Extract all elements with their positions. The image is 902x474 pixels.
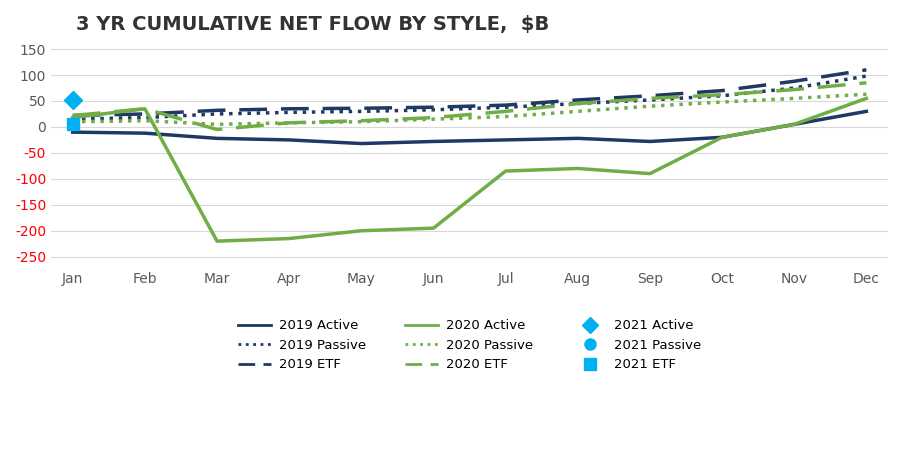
Text: 3 YR CUMULATIVE NET FLOW BY STYLE,  $B: 3 YR CUMULATIVE NET FLOW BY STYLE, $B xyxy=(76,15,548,34)
Legend: 2019 Active, 2019 Passive, 2019 ETF, 2020 Active, 2020 Passive, 2020 ETF, 2021 A: 2019 Active, 2019 Passive, 2019 ETF, 202… xyxy=(233,314,705,377)
